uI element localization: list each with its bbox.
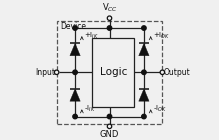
Text: -I$_{IK}$: -I$_{IK}$	[84, 104, 95, 114]
Circle shape	[107, 26, 112, 30]
Polygon shape	[139, 89, 149, 101]
Text: V$_{CC}$: V$_{CC}$	[101, 1, 118, 14]
Circle shape	[160, 70, 164, 74]
Circle shape	[142, 70, 146, 74]
Text: Input: Input	[35, 68, 55, 77]
Text: +I$_{OK}$: +I$_{OK}$	[153, 31, 170, 41]
Circle shape	[73, 70, 77, 74]
Circle shape	[107, 114, 112, 119]
Circle shape	[107, 16, 112, 20]
Circle shape	[73, 114, 77, 119]
Circle shape	[142, 26, 146, 30]
Circle shape	[142, 114, 146, 119]
Text: +I$_{IK}$: +I$_{IK}$	[84, 31, 99, 41]
Polygon shape	[70, 43, 80, 56]
Circle shape	[73, 26, 77, 30]
Circle shape	[55, 70, 59, 74]
Text: Device: Device	[60, 22, 86, 31]
Polygon shape	[70, 89, 80, 101]
Text: -I$_{OK}$: -I$_{OK}$	[153, 104, 167, 114]
Text: Logic: Logic	[99, 67, 127, 77]
Circle shape	[107, 124, 112, 129]
Text: GND: GND	[100, 130, 119, 139]
Bar	[92, 38, 134, 107]
Bar	[57, 21, 162, 124]
Polygon shape	[139, 43, 149, 56]
Text: Output: Output	[164, 68, 190, 77]
